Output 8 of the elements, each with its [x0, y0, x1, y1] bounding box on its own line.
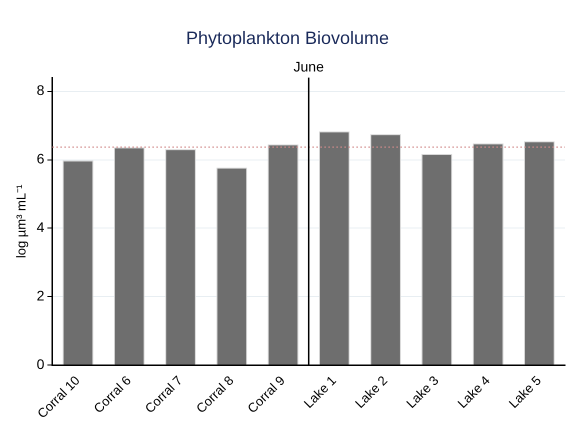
y-tick-label: 6: [36, 150, 45, 167]
y-tick-label: 8: [36, 82, 45, 98]
y-tick-label: 4: [36, 219, 45, 236]
y-tick-label: 2: [36, 288, 45, 304]
y-tick-label: 0: [36, 356, 45, 372]
y-axis-title: log µm³ mL⁻¹: [13, 184, 28, 258]
chart-title: Phytoplankton Biovolume: [186, 28, 390, 48]
ref-line-label: June: [294, 58, 324, 74]
